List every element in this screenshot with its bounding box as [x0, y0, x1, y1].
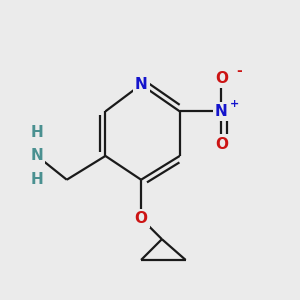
Text: +: +	[230, 99, 239, 109]
Text: H: H	[31, 172, 44, 187]
Text: O: O	[215, 136, 228, 152]
Text: O: O	[215, 71, 228, 86]
Text: N: N	[215, 104, 228, 119]
Text: O: O	[135, 211, 148, 226]
Text: N: N	[135, 77, 148, 92]
Text: N: N	[31, 148, 44, 164]
Text: -: -	[236, 64, 242, 78]
Text: H: H	[31, 125, 44, 140]
